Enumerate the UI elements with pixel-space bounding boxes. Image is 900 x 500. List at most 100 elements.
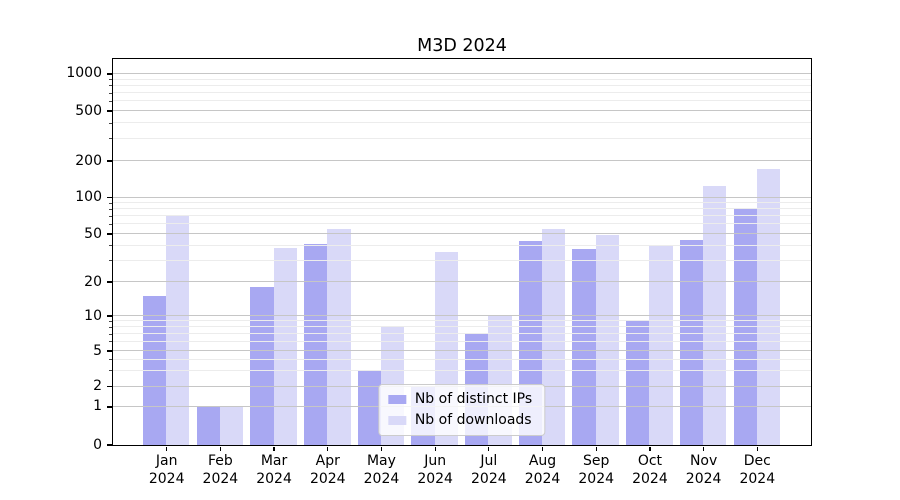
y-tick-label: 50	[84, 225, 102, 242]
x-tick-month: Jul	[480, 453, 498, 469]
y-tick-mark	[107, 350, 112, 352]
x-tick-mark	[595, 446, 597, 451]
legend-swatch-distinct-ips	[387, 394, 406, 404]
y-tick-mark-minor	[109, 85, 112, 87]
y-tick-mark-minor	[109, 341, 112, 343]
x-tick-year: 2024	[202, 470, 239, 487]
x-tick-month: Jan	[155, 453, 178, 469]
x-tick-month: May	[366, 453, 396, 469]
y-tick-mark-minor	[109, 92, 112, 94]
y-tick-mark-minor	[109, 245, 112, 247]
y-tick-mark-minor	[109, 122, 112, 124]
x-tick-month: Sep	[583, 453, 610, 469]
x-tick-label: Jan 2024	[132, 453, 202, 488]
legend-label-downloads: Nb of downloads	[414, 411, 532, 428]
bar-downloads	[273, 247, 297, 445]
gridline-minor	[112, 122, 811, 124]
x-tick-year: 2024	[256, 470, 292, 487]
x-tick-year: 2024	[632, 470, 668, 487]
bar-downloads	[219, 406, 244, 445]
x-tick-mark	[756, 446, 758, 451]
x-tick-year: 2024	[148, 470, 185, 487]
bar-downloads	[595, 234, 620, 445]
x-tick-label: Apr 2024	[293, 453, 363, 488]
y-tick-label: 1000	[66, 65, 102, 82]
gridline-minor	[112, 326, 811, 328]
y-tick-mark-minor	[109, 320, 112, 322]
gridline-major	[112, 233, 811, 235]
y-tick-mark-minor	[109, 333, 112, 335]
y-tick-mark	[107, 406, 112, 408]
x-tick-mark	[434, 446, 436, 451]
y-tick-mark-minor	[109, 223, 112, 225]
y-tick-mark-minor	[109, 202, 112, 204]
y-tick-label: 2	[93, 378, 102, 395]
bar-distinct-ips	[196, 406, 220, 445]
x-tick-mark	[380, 446, 383, 451]
y-tick-mark	[107, 281, 112, 283]
x-tick-mark	[488, 446, 490, 451]
x-tick-month: Oct	[637, 453, 663, 469]
x-tick-mark	[541, 446, 544, 451]
x-tick-month: Jun	[424, 453, 447, 469]
y-tick-label: 0	[93, 436, 102, 453]
gridline-major	[112, 160, 811, 161]
gridline-minor	[112, 137, 811, 139]
bar-distinct-ips	[626, 320, 650, 445]
bar-downloads	[327, 228, 351, 445]
x-tick-year: 2024	[739, 470, 776, 487]
y-tick-mark	[107, 73, 112, 75]
bar-downloads	[542, 229, 566, 445]
gridline-minor	[112, 84, 811, 86]
y-tick-mark	[107, 110, 112, 112]
gridline-minor	[112, 92, 811, 94]
gridline-minor	[112, 320, 811, 322]
x-tick-label: Feb 2024	[185, 453, 255, 488]
x-tick-mark	[649, 446, 651, 451]
x-tick-label: Jun 2024	[400, 453, 470, 488]
gridline-minor	[112, 340, 811, 342]
y-tick-mark-minor	[109, 100, 112, 102]
x-tick-year: 2024	[417, 470, 453, 487]
bar-distinct-ips	[572, 249, 596, 445]
x-tick-year: 2024	[524, 470, 561, 487]
x-tick-year: 2024	[309, 470, 346, 487]
y-tick-mark-minor	[109, 326, 112, 328]
y-tick-mark-minor	[109, 260, 112, 262]
x-tick-label: Jul 2024	[454, 453, 524, 488]
gridline-major	[112, 72, 811, 74]
y-tick-mark	[107, 233, 112, 235]
y-tick-label: 1	[93, 398, 102, 415]
gridline-minor	[112, 100, 811, 102]
x-tick-month: Apr	[315, 453, 340, 469]
bar-distinct-ips	[357, 370, 381, 445]
x-tick-mark	[219, 446, 222, 451]
x-tick-month: Aug	[528, 453, 557, 469]
x-tick-label: Nov 2024	[669, 453, 739, 488]
legend-item-downloads: Nb of downloads	[387, 411, 532, 429]
x-tick-month: Mar	[260, 453, 288, 469]
y-tick-mark-minor	[109, 138, 112, 140]
y-tick-mark-minor	[109, 359, 112, 361]
gridline-minor	[112, 208, 811, 210]
x-tick-year: 2024	[363, 470, 400, 487]
y-tick-mark-minor	[109, 370, 112, 372]
legend-swatch-downloads	[387, 415, 406, 425]
gridline-major	[112, 196, 811, 198]
y-tick-label: 5	[93, 342, 102, 359]
bar-distinct-ips	[250, 286, 274, 445]
y-tick-label: 500	[75, 102, 102, 119]
x-tick-label: May 2024	[346, 453, 416, 488]
y-tick-mark	[107, 196, 112, 199]
y-tick-mark-minor	[109, 208, 112, 210]
gridline-minor	[112, 215, 811, 217]
gridline-minor	[112, 78, 811, 80]
bar-distinct-ips	[679, 240, 704, 445]
bar-downloads	[756, 169, 781, 445]
gridline-minor	[112, 244, 811, 246]
y-tick-mark	[107, 444, 112, 446]
x-tick-year: 2024	[685, 470, 722, 487]
x-tick-label: Oct 2024	[615, 453, 685, 488]
bar-downloads	[649, 245, 673, 445]
